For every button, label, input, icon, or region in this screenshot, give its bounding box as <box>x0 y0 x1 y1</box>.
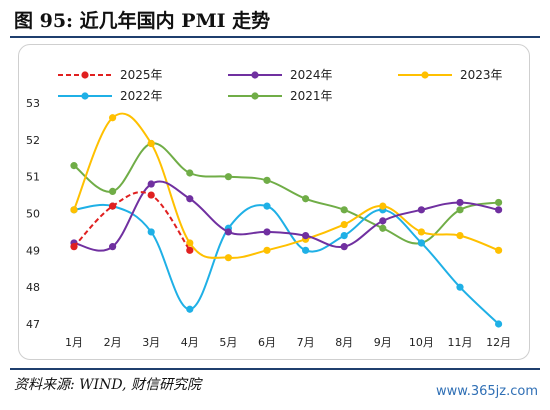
data-point <box>186 246 194 254</box>
data-point <box>109 114 117 122</box>
data-point <box>417 239 425 247</box>
series-line <box>73 112 499 259</box>
series-2023年 <box>70 112 503 262</box>
y-tick-label: 49 <box>26 244 40 257</box>
data-point <box>186 305 194 313</box>
data-point <box>263 228 271 236</box>
source-note: 资料来源: WIND, 财信研究院 <box>14 377 201 393</box>
data-point <box>109 202 117 210</box>
data-point <box>186 195 194 203</box>
legend-label: 2023年 <box>460 68 503 82</box>
data-point <box>224 228 232 236</box>
series-line <box>73 191 191 251</box>
data-point <box>263 246 271 254</box>
data-point <box>417 206 425 214</box>
chart-legend: 2025年 2024年 2023年 2022年 2021年 <box>58 68 503 103</box>
figure-title: 图 95: 近几年国内 PMI 走势 <box>14 10 271 32</box>
chart-frame <box>18 44 530 360</box>
data-point <box>70 206 78 214</box>
legend-label: 2025年 <box>120 68 163 82</box>
title-rule <box>10 36 540 38</box>
y-tick-label: 47 <box>26 318 40 331</box>
data-point <box>340 206 348 214</box>
legend-marker <box>81 92 89 100</box>
chart-series <box>70 112 503 328</box>
x-tick-label: 11月 <box>448 336 473 349</box>
data-point <box>263 202 271 210</box>
data-point <box>495 206 503 214</box>
data-point <box>147 180 155 188</box>
x-tick-label: 2月 <box>104 336 122 349</box>
data-point <box>456 198 464 207</box>
x-tick-label: 5月 <box>219 336 237 349</box>
data-point <box>186 239 194 247</box>
y-tick-label: 52 <box>26 134 40 147</box>
x-tick-label: 8月 <box>335 336 353 349</box>
data-point <box>379 202 387 210</box>
series-line <box>73 203 500 325</box>
data-point <box>456 283 464 291</box>
data-point <box>147 228 155 236</box>
legend-marker <box>421 71 429 79</box>
data-point <box>340 220 348 229</box>
legend-item: 2023年 <box>398 68 503 82</box>
legend-item: 2024年 <box>228 68 333 82</box>
data-point <box>224 254 232 262</box>
watermark: www.365jz.com <box>436 384 538 399</box>
data-point <box>340 232 348 240</box>
data-point <box>456 206 464 214</box>
x-tick-label: 4月 <box>181 336 199 349</box>
y-tick-label: 51 <box>26 171 40 184</box>
y-tick-label: 48 <box>26 281 40 294</box>
x-tick-label: 6月 <box>258 336 276 349</box>
legend-item: 2021年 <box>228 89 333 103</box>
data-point <box>224 173 232 181</box>
data-point <box>70 243 78 251</box>
y-tick-label: 50 <box>26 208 40 221</box>
data-point <box>302 246 310 254</box>
series-2025年 <box>70 191 194 254</box>
data-point <box>147 139 155 148</box>
data-point <box>109 187 117 195</box>
source-rule <box>10 368 540 370</box>
data-point <box>495 246 503 254</box>
legend-marker <box>251 92 259 100</box>
x-tick-label: 1月 <box>65 336 83 349</box>
series-2024年 <box>70 180 503 252</box>
x-tick-label: 9月 <box>374 336 392 349</box>
x-tick-label: 12月 <box>486 336 511 349</box>
chart-axes: 47 48 49 50 51 52 53 1月 2月 3月 4月 5月 6月 7月 8月 9月 10月 11月 12… <box>26 97 511 349</box>
x-tick-label: 3月 <box>142 336 160 349</box>
legend-marker <box>81 71 89 79</box>
data-point <box>495 320 503 328</box>
data-point <box>379 217 387 225</box>
legend-item: 2025年 <box>58 68 163 82</box>
y-tick-label: 53 <box>26 97 40 110</box>
legend-label: 2021年 <box>290 89 333 103</box>
data-point <box>456 232 464 240</box>
data-point <box>109 243 117 251</box>
data-point <box>495 198 503 207</box>
legend-label: 2024年 <box>290 68 333 82</box>
data-point <box>186 169 194 177</box>
legend-marker <box>251 71 259 79</box>
data-point <box>302 195 310 203</box>
data-point <box>147 191 155 199</box>
data-point <box>302 232 310 240</box>
data-point <box>417 228 425 236</box>
x-tick-label: 10月 <box>409 336 434 349</box>
legend-label: 2022年 <box>120 89 163 103</box>
data-point <box>379 224 387 232</box>
data-point <box>340 243 348 251</box>
x-tick-label: 7月 <box>297 336 315 349</box>
legend-item: 2022年 <box>58 89 163 103</box>
series-2022年 <box>70 202 503 328</box>
data-point <box>70 162 78 170</box>
data-point <box>263 176 271 184</box>
